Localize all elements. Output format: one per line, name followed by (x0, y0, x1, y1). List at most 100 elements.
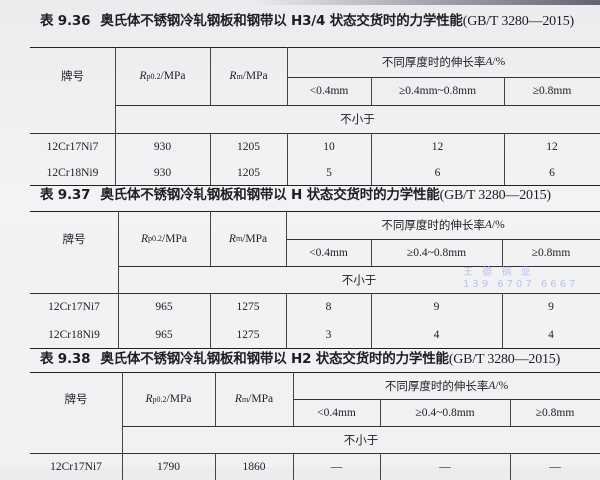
header-thickness: ≥0.4~0.8mm (406, 246, 467, 259)
column-divider (287, 133, 288, 185)
column-divider (371, 293, 372, 348)
symbol-rm: R (228, 232, 236, 245)
column-divider (504, 133, 505, 185)
table-number: 表 9.38 (40, 351, 91, 367)
subscript-rm: m (236, 71, 243, 81)
rule-line (115, 105, 600, 106)
watermark-line1: 王 德 钢 业 (463, 267, 534, 278)
value-cell: 1275 (236, 328, 260, 341)
header-thickness: ≥0.8mm (535, 406, 575, 419)
column-divider (118, 293, 119, 348)
subscript-rm: m (241, 394, 249, 404)
column-divider (380, 399, 381, 426)
header-elongation-group: 不同厚度时的伸长率 A/% (286, 211, 600, 239)
elongation-symbol: A (488, 379, 496, 392)
column-divider (510, 399, 511, 426)
header-thickness: ≥0.4mm~0.8mm (398, 85, 477, 97)
rule-line (30, 293, 600, 294)
column-divider (122, 426, 123, 453)
column-divider (502, 239, 503, 266)
subscript-rp: p0.2 (146, 71, 161, 81)
table-number: 表 9.36 (40, 13, 91, 29)
rule-line (30, 211, 600, 212)
grade-cell: 12Cr17Ni7 (46, 140, 99, 153)
table-title: 表 9.37 奥氏体不锈钢冷轧钢板和钢带以 H 状态交货时的力学性能(GB/T 3… (40, 183, 551, 204)
value-cell: 4 (548, 328, 554, 341)
symbol-rm: R (229, 70, 237, 82)
header-elongation-group: 不同厚度时的伸长率 A/% (293, 372, 600, 399)
value-cell: 5 (326, 166, 332, 179)
header-min-label: 不小于 (341, 272, 377, 287)
value-cell: 1205 (237, 140, 260, 153)
unit-rp: /MPa (160, 70, 186, 82)
header-thickness: ≥0.8mm (532, 85, 572, 97)
subscript-rm: m (235, 234, 243, 243)
column-divider (371, 77, 372, 105)
symbol-rp: R (139, 70, 147, 82)
rule-line (287, 77, 600, 78)
table-standard: (GB/T 3280—2015) (462, 14, 574, 29)
rule-line (293, 399, 600, 400)
header-elongation-group: 不同厚度时的伸长率 A/% (287, 47, 600, 77)
header-thickness: <0.4mm (309, 246, 348, 259)
watermark: 王 德 钢 业 139 6707 6667 (463, 267, 578, 291)
column-divider (287, 47, 288, 105)
elongation-symbol: A (484, 219, 492, 231)
value-cell: 930 (153, 140, 172, 153)
column-divider (115, 105, 116, 133)
value-cell: 12 (431, 140, 444, 153)
elongation-label: 不同厚度时的伸长率 (384, 378, 489, 393)
column-divider (118, 211, 119, 266)
header-thickness: <0.4mm (309, 85, 349, 97)
value-cell: 4 (433, 328, 440, 341)
unit-rm: /MPa (248, 393, 274, 405)
column-divider (371, 239, 372, 266)
table-standard: (GB/T 3280—2015) (448, 352, 561, 367)
header-thickness: ≥0.8mm (531, 246, 571, 259)
column-divider (210, 211, 211, 266)
rule-line (30, 133, 600, 134)
value-cell: 12 (546, 140, 558, 153)
table-title: 表 9.36 奥氏体不锈钢冷轧钢板和钢带以 H3/4 状态交货时的力学性能(GB/… (40, 9, 574, 30)
column-divider (210, 293, 211, 348)
column-divider (210, 133, 211, 185)
subscript-rp: p0.2 (148, 234, 163, 243)
rule-line (30, 185, 600, 186)
unit-rm: /MPa (242, 70, 268, 82)
elongation-unit: /% (495, 379, 509, 392)
page-edge-shadow (250, 0, 600, 5)
elongation-unit: /% (492, 56, 506, 68)
table-caption: 奥氏体不锈钢冷轧钢板和钢带以 H2 状态交货时的力学性能 (100, 351, 449, 367)
column-divider (502, 293, 503, 348)
value-cell: 9 (433, 301, 440, 313)
value-cell: 10 (323, 140, 335, 153)
value-cell: 965 (155, 301, 173, 313)
value-cell: 930 (153, 166, 172, 179)
symbol-rp: R (141, 232, 149, 245)
elongation-symbol: A (485, 56, 493, 68)
column-divider (115, 133, 116, 185)
column-divider (210, 47, 211, 105)
elongation-label: 不同厚度时的伸长率 (381, 218, 485, 232)
column-divider (286, 211, 287, 266)
header-min-label: 不小于 (343, 432, 379, 447)
subscript-rp: p0.2 (152, 394, 167, 404)
grade-cell: 12Cr18Ni9 (48, 328, 100, 341)
value-cell: 965 (155, 328, 173, 341)
table-title: 表 9.38 奥氏体不锈钢冷轧钢板和钢带以 H2 状态交货时的力学性能(GB/T … (40, 347, 560, 368)
table-standard: (GB/T 3280—2015) (439, 188, 551, 203)
elongation-unit: /% (491, 219, 505, 231)
unit-rp: /MPa (162, 232, 187, 245)
value-cell: 8 (325, 301, 332, 313)
header-thickness: ≥0.4~0.8mm (415, 406, 475, 419)
grade-cell: 12Cr17Ni7 (48, 301, 100, 313)
column-divider (122, 372, 123, 426)
column-divider (215, 372, 216, 426)
elongation-label: 不同厚度时的伸长率 (381, 55, 486, 69)
value-cell: 6 (434, 166, 441, 179)
